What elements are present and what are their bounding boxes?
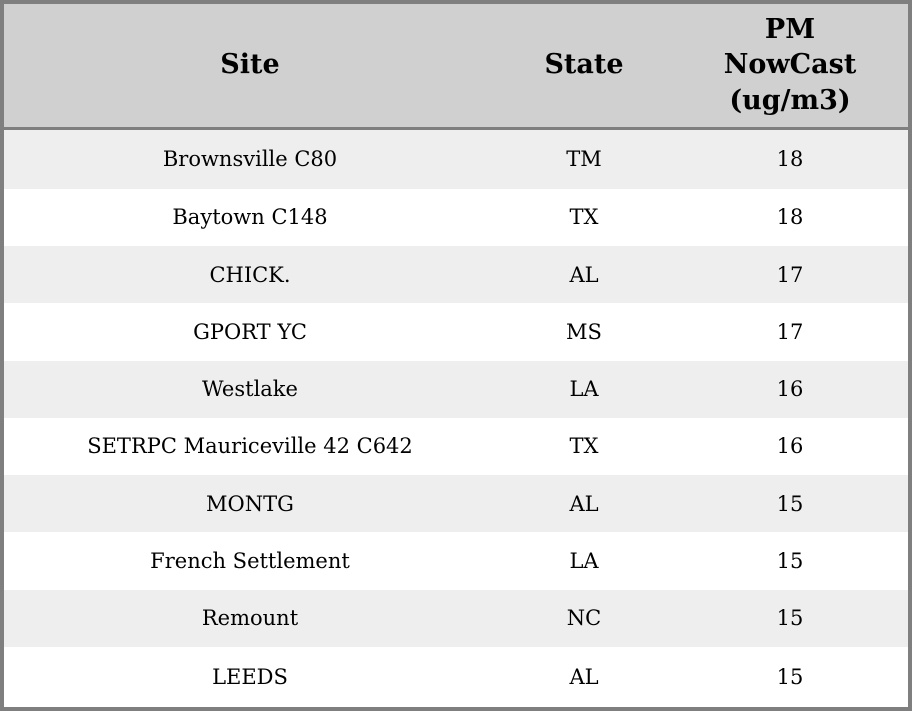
table-row: GPORT YC MS 17 xyxy=(2,303,910,361)
cell-state: TM xyxy=(566,147,602,172)
cell-state: LA xyxy=(569,377,599,402)
table-row: Baytown C148 TX 18 xyxy=(2,188,910,247)
cell-pm: 18 xyxy=(776,205,804,230)
table-row: LEEDS AL 15 xyxy=(2,646,910,709)
cell-site: Baytown C148 xyxy=(172,205,328,230)
table-row: French Settlement LA 15 xyxy=(2,532,910,590)
cell-site: SETRPC Mauriceville 42 C642 xyxy=(87,434,413,459)
cell-state: AL xyxy=(569,262,599,287)
cell-state: TX xyxy=(569,434,599,459)
table-row: SETRPC Mauriceville 42 C642 TX 16 xyxy=(2,417,910,476)
cell-site: MONTG xyxy=(206,491,294,516)
cell-state: MS xyxy=(566,319,602,344)
header-row: Site State PM NowCast (ug/m3) xyxy=(2,2,910,130)
cell-pm: 16 xyxy=(776,377,804,402)
cell-site: CHICK. xyxy=(209,262,291,287)
cell-site: Westlake xyxy=(202,377,298,402)
cell-site: GPORT YC xyxy=(193,319,307,344)
cell-pm: 16 xyxy=(776,434,804,459)
table-row: MONTG AL 15 xyxy=(2,475,910,533)
cell-pm: 15 xyxy=(776,606,804,631)
column-header-site: Site xyxy=(2,2,496,130)
table-header: Site State PM NowCast (ug/m3) xyxy=(2,2,910,130)
cell-state: AL xyxy=(569,664,599,689)
column-header-state: State xyxy=(496,2,672,130)
cell-pm: 15 xyxy=(776,548,804,573)
cell-pm: 18 xyxy=(776,147,804,172)
cell-site: Brownsville C80 xyxy=(162,147,338,172)
cell-state: LA xyxy=(569,548,599,573)
cell-pm: 17 xyxy=(776,262,804,287)
table-row: CHICK. AL 17 xyxy=(2,246,910,304)
cell-site: French Settlement xyxy=(150,548,350,573)
cell-site: LEEDS xyxy=(212,664,288,689)
table-row: Westlake LA 16 xyxy=(2,360,910,418)
cell-state: TX xyxy=(569,205,599,230)
table-row: Brownsville C80 TM 18 xyxy=(2,128,910,189)
table-body: Brownsville C80 TM 18 Baytown C148 TX 18… xyxy=(2,128,910,709)
cell-state: NC xyxy=(566,606,602,631)
cell-pm: 15 xyxy=(776,491,804,516)
cell-state: AL xyxy=(569,491,599,516)
column-header-pm-nowcast: PM NowCast (ug/m3) xyxy=(672,2,910,130)
cell-site: Remount xyxy=(201,606,299,631)
table-row: Remount NC 15 xyxy=(2,589,910,647)
cell-pm: 17 xyxy=(776,319,804,344)
cell-pm: 15 xyxy=(776,664,804,689)
